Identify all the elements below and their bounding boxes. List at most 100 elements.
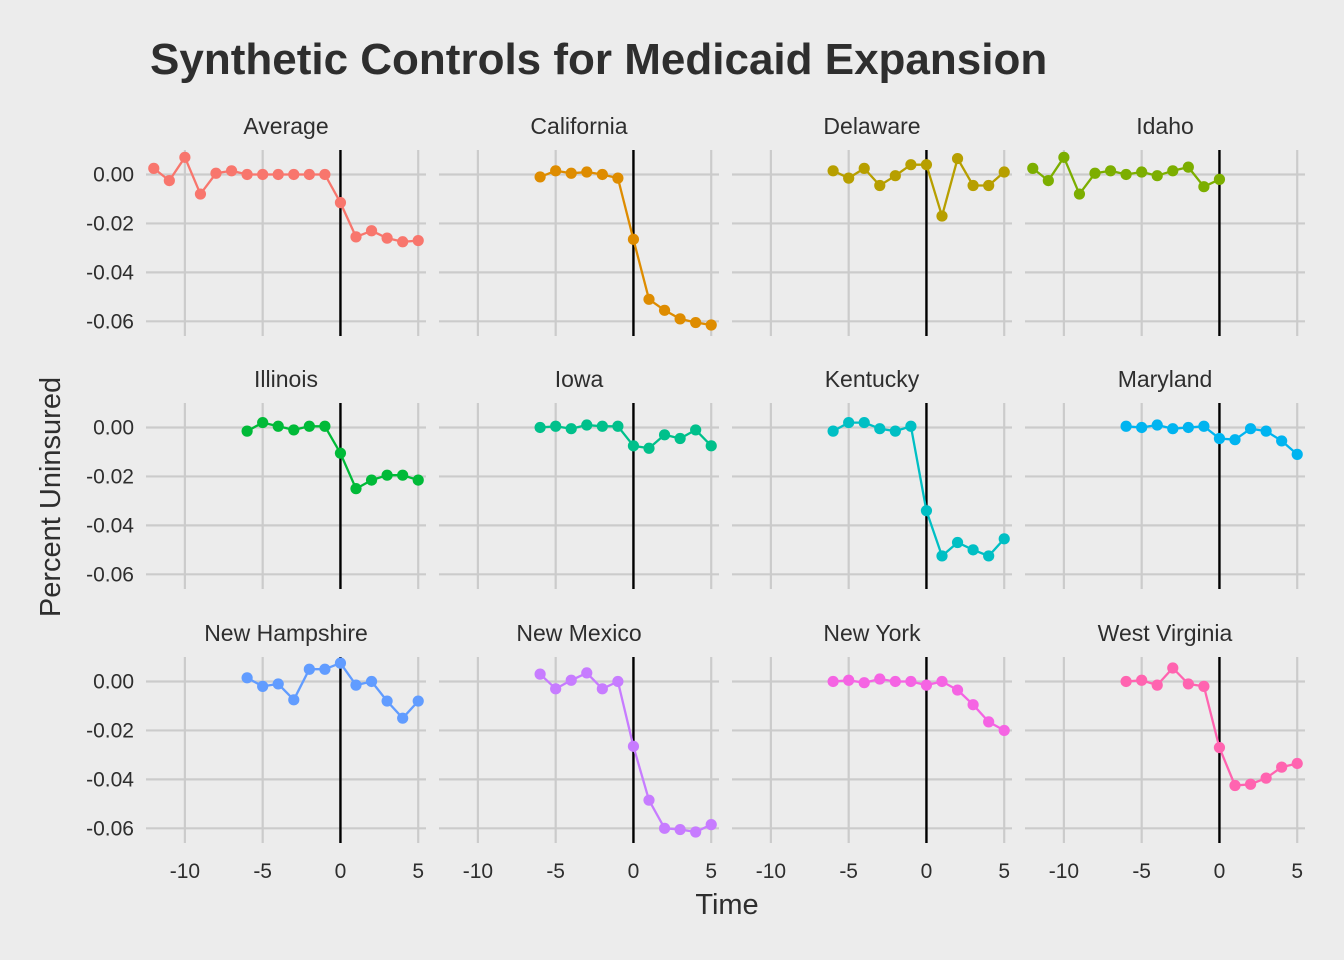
data-point [936,210,948,222]
data-point [534,171,546,183]
data-point [1213,173,1226,185]
y-tick-label: -0.02 [86,719,134,742]
data-point [241,168,253,181]
data-point [1229,779,1241,792]
data-point [365,225,378,237]
data-point [257,680,269,692]
data-point [1073,188,1086,200]
series-line [1126,423,1298,456]
panel-california: California [439,113,719,336]
data-point [843,416,855,429]
data-point [983,550,995,562]
data-point [565,674,577,686]
data-point [334,447,347,459]
data-point [365,675,378,688]
data-point [303,663,315,675]
series-line [539,169,712,327]
data-point [1291,757,1303,770]
x-tick-label: 0 [1214,860,1226,883]
y-tick-label: -0.04 [86,261,134,284]
panel-west-virginia: West Virginia -10 -5 0 5 [1025,620,1305,883]
panel-strip-label: Delaware [823,113,920,139]
data-point [1058,151,1070,163]
data-point [951,684,964,696]
data-point [334,197,347,209]
data-point [1198,680,1210,692]
data-point [858,162,870,174]
data-point [241,425,253,437]
data-point [920,159,933,171]
data-point [581,419,593,431]
data-point [843,172,855,184]
data-point [1260,772,1272,784]
data-point [1260,425,1272,437]
data-point [350,483,362,495]
data-point [889,675,901,688]
series-line [246,661,420,720]
data-point [827,425,839,437]
data-point [874,179,886,192]
data-point [288,694,300,706]
series-line [246,421,419,490]
data-point [1182,678,1194,690]
x-tick-label: 5 [998,860,1010,883]
data-point [1182,421,1194,434]
panel-strip-label: Iowa [555,366,604,392]
chart-title: Synthetic Controls for Medicaid Expansio… [150,35,1047,84]
data-point [412,695,424,707]
data-point [319,663,331,675]
data-point [627,740,640,752]
panel-strip-label: New Mexico [516,620,641,646]
data-point [1291,448,1303,460]
data-point [596,168,608,181]
data-point [690,316,702,329]
data-point [874,423,886,435]
data-point [827,165,839,177]
panel-iowa: Iowa [439,366,719,589]
data-point [705,440,717,452]
data-point [1213,432,1226,445]
data-point [967,179,979,192]
y-tick-label: -0.02 [86,212,134,235]
data-point [612,172,624,184]
panel-idaho: Idaho [1025,113,1305,336]
data-point [1229,434,1241,446]
data-point [288,168,300,181]
x-tick-label: 5 [1291,860,1303,883]
panel-strip-label: California [530,113,627,139]
x-tick-label: -10 [170,860,200,883]
data-point [1120,675,1132,688]
data-point [874,673,886,685]
data-point [1167,423,1179,435]
data-point [690,424,702,436]
y-tick-label: 0.00 [93,416,134,439]
data-point [983,179,995,192]
data-point [674,432,686,445]
data-point [303,168,315,181]
data-point [905,675,917,688]
data-point [148,162,160,174]
data-point [658,429,671,441]
panels-layer: Average 0.00 -0.02 -0.04 -0.06 California Dela… [86,113,1305,883]
data-point [674,313,686,325]
data-point [643,293,655,305]
panel-strip-label: Average [243,113,328,139]
x-tick-label: 0 [628,860,640,883]
data-point [983,716,995,728]
data-point [225,165,238,177]
data-point [1213,741,1226,754]
panel-new-hampshire: New Hampshire 0.00 -0.02 -0.04 -0.06 -10 -5 0 5 [86,620,426,883]
panel-new-york: New York -10 -5 0 5 [732,620,1012,883]
data-point [303,420,315,432]
y-tick-label: -0.06 [86,817,134,840]
x-tick-label: -5 [839,860,858,883]
panel-strip-label: Idaho [1136,113,1194,139]
data-point [565,423,577,435]
data-point [705,319,717,331]
data-point [1198,181,1210,193]
x-tick-label: -5 [546,860,565,883]
data-point [257,168,269,181]
data-point [998,166,1010,178]
data-point [627,233,640,245]
